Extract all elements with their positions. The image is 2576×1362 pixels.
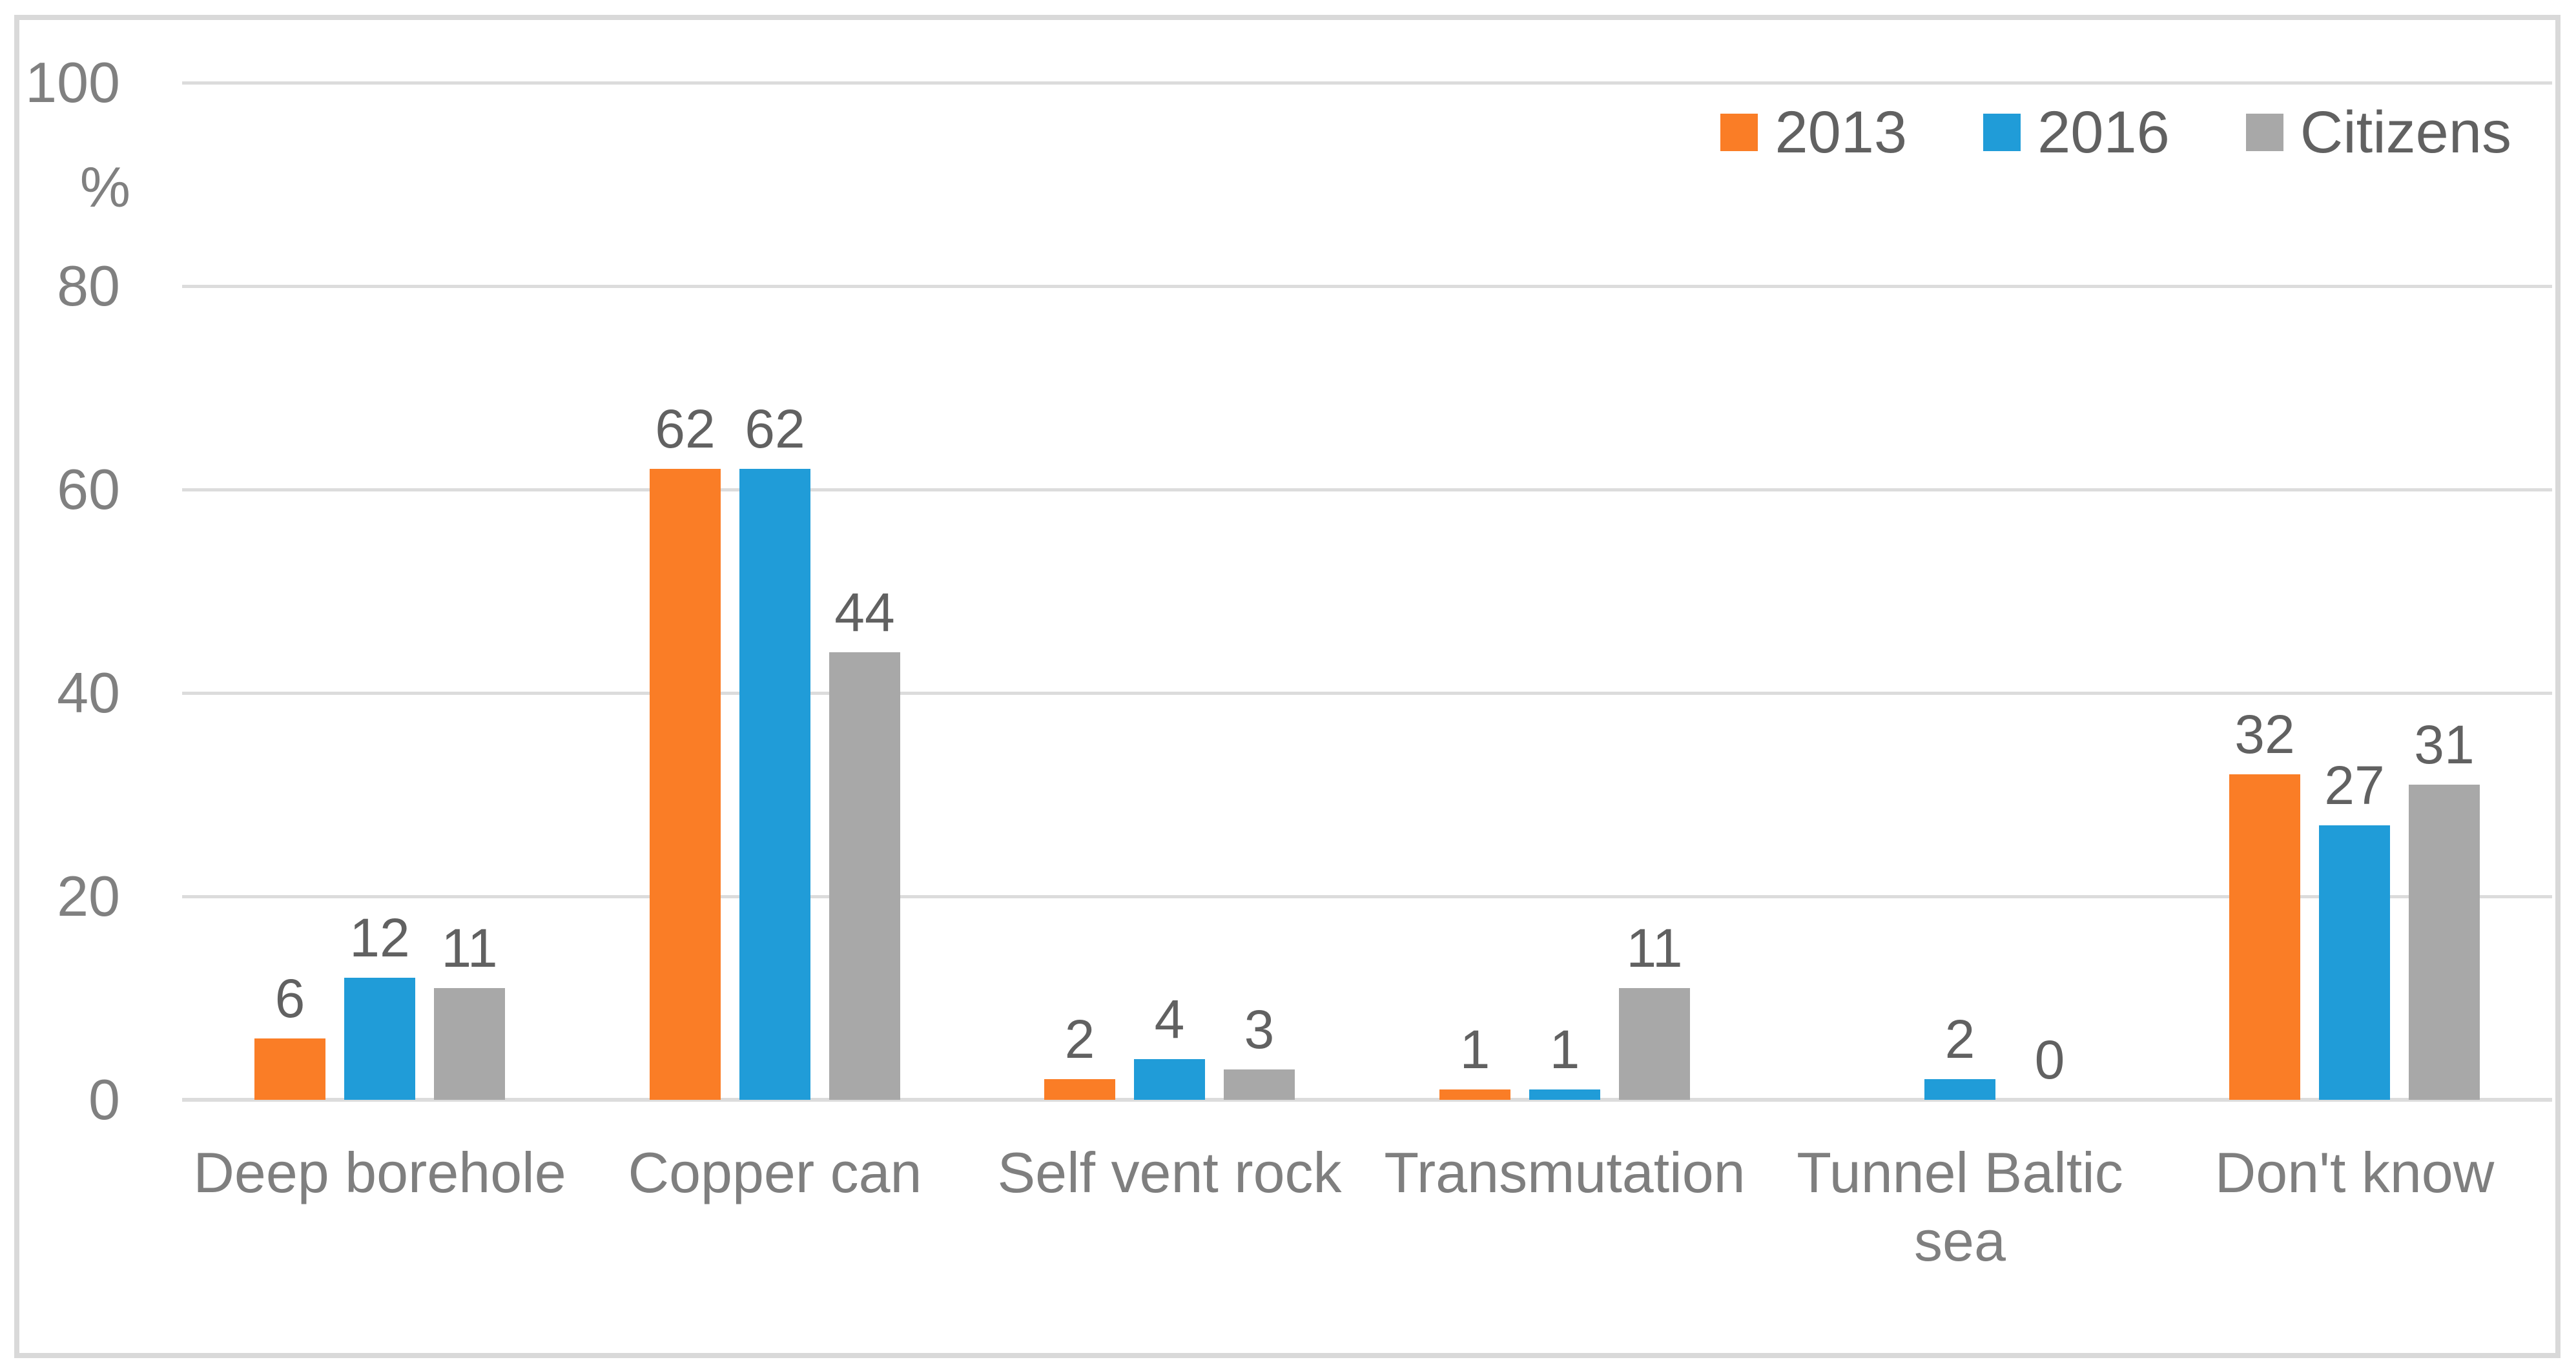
bar-citizens-don-t-know bbox=[2409, 785, 2480, 1100]
bar-2016-self-vent-rock bbox=[1134, 1059, 1205, 1100]
bar-2013-self-vent-rock bbox=[1044, 1079, 1115, 1100]
value-label-2013-copper-can: 62 bbox=[655, 398, 716, 459]
y-tick-0: 0 bbox=[88, 1068, 120, 1131]
gridline-40 bbox=[182, 692, 2552, 695]
value-label-2013-don-t-know: 32 bbox=[2234, 704, 2295, 765]
bar-2013-transmutation bbox=[1439, 1089, 1510, 1100]
category-label-deep-borehole: Deep borehole bbox=[193, 1140, 566, 1204]
y-tick-20: 20 bbox=[57, 864, 120, 928]
category-label-tunnel-baltic-sea: Tunnel Baltic sea bbox=[1797, 1140, 2123, 1273]
y-tick-80: 80 bbox=[57, 254, 120, 318]
value-label-citizens-copper-can: 44 bbox=[834, 582, 895, 643]
bar-2013-deep-borehole bbox=[254, 1038, 325, 1100]
gridline-60 bbox=[182, 488, 2552, 491]
value-label-2016-deep-borehole: 12 bbox=[349, 907, 410, 968]
legend-label-2013: 2013 bbox=[1775, 99, 1908, 165]
legend-swatch-2016-icon bbox=[1983, 114, 2021, 151]
category-label-transmutation: Transmutation bbox=[1384, 1140, 1746, 1204]
value-label-2016-self-vent-rock: 4 bbox=[1154, 989, 1185, 1049]
legend-item-2016: 2016 bbox=[1983, 103, 2170, 162]
value-label-2013-deep-borehole: 6 bbox=[274, 968, 305, 1029]
bar-citizens-copper-can bbox=[829, 652, 900, 1100]
legend-swatch-citizens-icon bbox=[2245, 114, 2283, 151]
value-label-citizens-transmutation: 11 bbox=[1626, 918, 1683, 978]
gridline-20 bbox=[182, 895, 2552, 898]
legend-label-citizens: Citizens bbox=[2300, 99, 2511, 165]
y-axis-title: % bbox=[79, 155, 130, 219]
chart-border bbox=[14, 15, 2561, 1358]
value-label-2016-don-t-know: 27 bbox=[2324, 755, 2385, 816]
value-label-2016-tunnel-baltic-sea: 2 bbox=[1944, 1009, 1975, 1069]
bar-citizens-deep-borehole bbox=[434, 988, 505, 1100]
value-label-citizens-self-vent-rock: 3 bbox=[1244, 999, 1275, 1060]
y-tick-60: 60 bbox=[57, 457, 120, 521]
bar-2013-don-t-know bbox=[2229, 774, 2300, 1100]
gridline-0 bbox=[182, 1098, 2552, 1102]
value-label-2016-copper-can: 62 bbox=[745, 398, 805, 459]
bar-2016-deep-borehole bbox=[344, 978, 415, 1100]
gridline-100 bbox=[182, 81, 2552, 85]
bar-2016-transmutation bbox=[1529, 1089, 1600, 1100]
y-tick-40: 40 bbox=[57, 661, 120, 725]
value-label-2016-transmutation: 1 bbox=[1549, 1019, 1580, 1080]
legend-item-2013: 2013 bbox=[1720, 103, 1907, 162]
bar-2013-copper-can bbox=[650, 469, 721, 1100]
bar-2016-tunnel-baltic-sea bbox=[1924, 1079, 1995, 1100]
value-label-citizens-don-t-know: 31 bbox=[2414, 714, 2475, 775]
bar-citizens-transmutation bbox=[1619, 988, 1690, 1100]
bar-citizens-self-vent-rock bbox=[1224, 1069, 1295, 1100]
legend-label-2016: 2016 bbox=[2037, 99, 2170, 165]
value-label-citizens-tunnel-baltic-sea: 0 bbox=[2034, 1029, 2065, 1090]
value-label-citizens-deep-borehole: 11 bbox=[441, 918, 498, 978]
gridline-80 bbox=[182, 285, 2552, 288]
value-label-2013-transmutation: 1 bbox=[1459, 1019, 1490, 1080]
bar-2016-copper-can bbox=[739, 469, 810, 1100]
bar-2016-don-t-know bbox=[2319, 825, 2390, 1100]
legend: 2013 2016 Citizens bbox=[1720, 103, 2511, 162]
category-label-self-vent-rock: Self vent rock bbox=[997, 1140, 1342, 1204]
value-label-2013-self-vent-rock: 2 bbox=[1064, 1009, 1095, 1069]
category-label-copper-can: Copper can bbox=[628, 1140, 922, 1204]
y-tick-100: 100 bbox=[25, 50, 120, 114]
legend-item-citizens: Citizens bbox=[2245, 99, 2511, 165]
legend-swatch-2013-icon bbox=[1720, 114, 1758, 151]
category-label-don-t-know: Don't know bbox=[2214, 1140, 2495, 1204]
